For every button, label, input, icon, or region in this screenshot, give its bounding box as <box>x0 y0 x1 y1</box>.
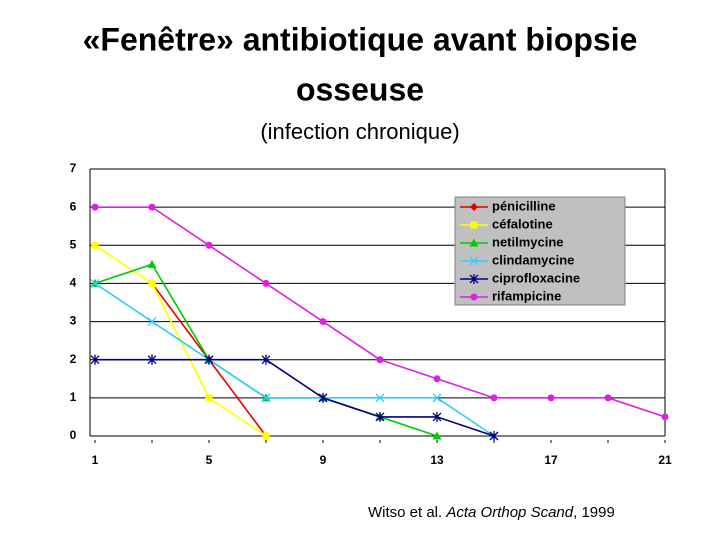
legend-label: netilmycine <box>492 234 564 249</box>
data-point <box>148 279 156 287</box>
data-point <box>91 241 99 249</box>
legend-marker <box>470 293 478 301</box>
y-tick-label: 5 <box>70 237 77 251</box>
y-tick-label: 4 <box>70 276 77 290</box>
x-tick-label: 1 <box>92 453 99 467</box>
series-line <box>94 282 495 437</box>
legend-marker <box>470 221 478 229</box>
data-point <box>90 278 100 288</box>
x-tick-label: 9 <box>320 453 327 467</box>
legend-label: rifampicine <box>492 288 561 303</box>
x-tick-label: 5 <box>206 453 213 467</box>
legend: pénicilline céfalotine netilmycine clindamy… <box>454 196 626 306</box>
data-point <box>147 354 157 365</box>
data-point <box>375 411 385 422</box>
legend-box <box>454 196 626 306</box>
title-line2: osseuse <box>296 71 424 107</box>
y-tick-label: 7 <box>70 161 77 175</box>
x-tick-label: 17 <box>544 453 558 467</box>
legend-label: céfalotine <box>492 216 553 231</box>
legend-marker <box>470 203 478 211</box>
y-tick-label: 0 <box>70 428 77 442</box>
data-point <box>319 318 327 326</box>
data-point <box>432 411 442 422</box>
data-point <box>604 394 612 402</box>
data-point <box>432 393 442 403</box>
data-point <box>261 354 271 365</box>
title: «Fenêtre» antibiotique avant biopsie <box>83 21 638 57</box>
data-point <box>205 394 213 402</box>
citation-journal: Acta Orthop Scand <box>445 504 573 521</box>
series-line <box>94 263 438 437</box>
citation: Witso et al. Acta Orthop Scand, 1999 <box>368 504 615 521</box>
subtitle: (infection chronique) <box>260 119 459 144</box>
data-point <box>90 354 100 365</box>
x-tick-label: 13 <box>430 453 444 467</box>
data-point <box>261 393 271 403</box>
legend-marker <box>469 256 479 266</box>
legend-label: ciprofloxacine <box>492 270 580 285</box>
data-point <box>147 259 157 268</box>
y-tick-label: 3 <box>70 314 77 328</box>
data-point <box>318 392 328 403</box>
data-point <box>661 413 669 421</box>
data-point <box>375 393 385 403</box>
citation-authors: Witso et al. <box>368 504 446 521</box>
data-point <box>91 203 99 211</box>
citation-rest: , 1999 <box>573 504 615 521</box>
data-point <box>432 431 442 440</box>
data-point <box>205 241 213 249</box>
series-line <box>95 358 495 437</box>
y-tick-label: 6 <box>70 199 77 213</box>
data-point <box>489 431 499 441</box>
data-point <box>204 354 214 365</box>
legend-marker <box>469 238 479 247</box>
legend-label: clindamycine <box>492 252 574 267</box>
data-point <box>376 356 384 364</box>
data-point <box>433 375 441 383</box>
y-tick-label: 2 <box>70 352 77 366</box>
data-point <box>147 317 157 327</box>
data-point <box>148 203 156 211</box>
legend-marker <box>469 274 479 284</box>
data-point <box>262 432 270 440</box>
legend-label: pénicilline <box>492 198 556 213</box>
y-tick-label: 1 <box>70 390 77 404</box>
x-tick-label: 21 <box>658 453 672 467</box>
data-point <box>262 279 270 287</box>
data-point <box>490 394 498 402</box>
data-point <box>547 394 555 402</box>
